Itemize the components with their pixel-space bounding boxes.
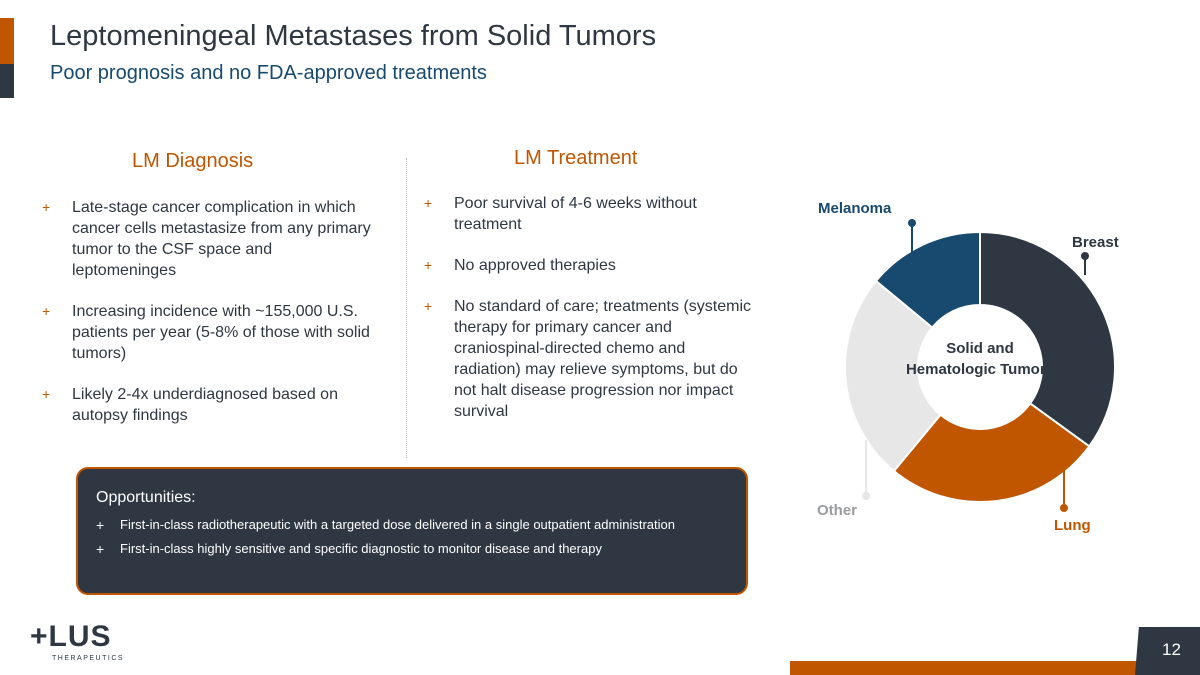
diagnosis-heading: LM Diagnosis: [132, 150, 254, 172]
label-breast: Breast: [1072, 234, 1119, 251]
slice-other: [844, 279, 942, 473]
plus-therapeutics-logo-subtitle: THERAPEUTICS: [52, 655, 125, 662]
page-title: Leptomeningeal Metastases from Solid Tum…: [50, 20, 657, 52]
footer-bar: [790, 661, 1140, 675]
lung-marker: [1060, 504, 1068, 512]
list-item: + Late-stage cancer complication in which…: [42, 199, 371, 279]
page-number: 12: [1162, 640, 1181, 659]
accent-bar: [0, 18, 14, 64]
list-item: + First-in-class highly sensitive and spe…: [96, 541, 602, 557]
list-item: + Likely 2-4x underdiagnosed based on aut…: [42, 386, 338, 424]
plus-therapeutics-logo: +LUS: [30, 620, 112, 653]
accent-bar-dark: [0, 64, 14, 98]
breast-marker: [1081, 252, 1089, 260]
diagnosis-list: + Late-stage cancer complication in which…: [42, 197, 372, 446]
slice-melanoma: [874, 230, 981, 329]
list-item: + Poor survival of 4-6 weeks without trea…: [424, 195, 697, 233]
list-item: + First-in-class radiotherapeutic with a …: [96, 517, 675, 533]
treatment-heading: LM Treatment: [514, 147, 638, 169]
page-subtitle: Poor prognosis and no FDA-approved treat…: [50, 62, 487, 84]
other-marker: [862, 492, 870, 500]
melanoma-marker: [908, 219, 916, 227]
column-divider: [406, 158, 407, 458]
slice-lung: [892, 402, 1091, 503]
treatment-list: + Poor survival of 4-6 weeks without trea…: [424, 193, 754, 442]
label-other: Other: [817, 502, 858, 519]
list-item: + Increasing incidence with ~155,000 U.S.…: [42, 303, 370, 362]
opportunities-heading: Opportunities:: [96, 489, 196, 506]
opportunities-box: Opportunities: + First-in-class radiother…: [76, 467, 748, 595]
slice-breast: [979, 230, 1116, 448]
donut-center-label: Solid and Hematologic Tumors: [905, 340, 1055, 378]
label-melanoma: Melanoma: [818, 200, 892, 217]
page-number-box: [1135, 627, 1200, 675]
list-item: + No approved therapies: [424, 257, 616, 274]
list-item: + No standard of care; treatments (system…: [424, 298, 751, 420]
label-lung: Lung: [1054, 517, 1091, 534]
